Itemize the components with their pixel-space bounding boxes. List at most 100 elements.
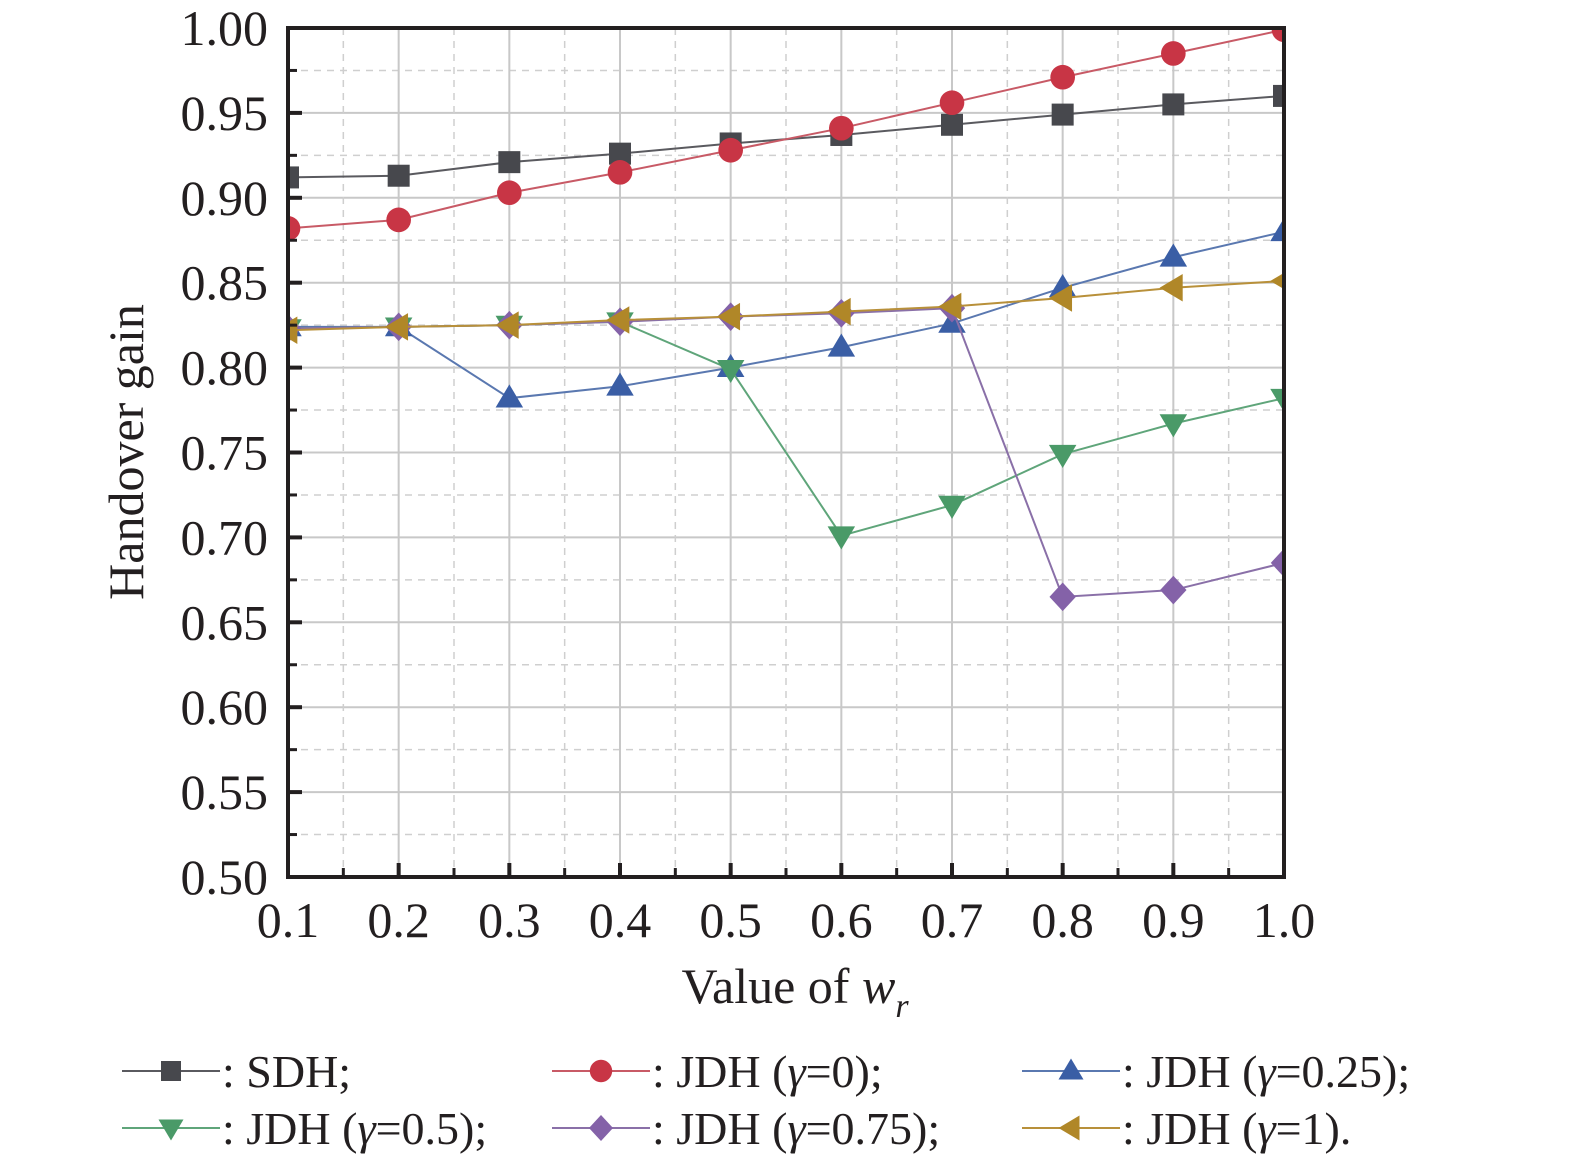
y-tick-label: 0.85	[181, 255, 269, 311]
data-point-jdh-0-25	[1270, 218, 1284, 242]
data-point-jdh-0-5	[1048, 444, 1077, 468]
legend-label-part: =0.75);	[806, 1103, 941, 1154]
legend-label-part: =0);	[806, 1046, 883, 1097]
legend-marker-triangle-left-icon	[1058, 1115, 1080, 1141]
data-point-jdh-0-75	[1160, 575, 1187, 605]
data-point-jdh-0-5	[1159, 414, 1188, 438]
legend-label: : JDH (γ=0);	[652, 1046, 883, 1097]
legend-marker-diamond-icon	[589, 1115, 613, 1141]
data-point-jdh-0-25	[827, 333, 856, 357]
legend-label-part: : JDH (	[1122, 1103, 1257, 1154]
legend-label-gamma: γ	[357, 1103, 377, 1154]
legend-label-part: : JDH (	[652, 1046, 787, 1097]
y-tick-label: 0.70	[181, 509, 269, 565]
data-point-sdh	[288, 166, 299, 189]
legend-item-jdh-0-25: : JDH (γ=0.25);	[1022, 1046, 1410, 1097]
y-axis-title: Handover gain	[98, 304, 154, 600]
data-point-jdh-0	[288, 216, 301, 241]
data-point-jdh-0-25	[1159, 243, 1188, 267]
data-point-sdh	[498, 151, 521, 174]
legend-label-part: =1).	[1276, 1103, 1352, 1154]
legend-label-part: : SDH;	[222, 1046, 351, 1097]
legend-item-jdh-0-5: : JDH (γ=0.5);	[122, 1103, 487, 1154]
data-point-sdh	[609, 142, 631, 165]
data-point-jdh-1	[1270, 272, 1284, 290]
legend-label: : SDH;	[222, 1046, 351, 1097]
legend-label-part: =0.5);	[376, 1103, 488, 1154]
y-tick-label: 0.50	[181, 849, 269, 905]
data-point-jdh-1	[827, 297, 851, 326]
data-point-jdh-0-5	[827, 526, 856, 550]
data-point-jdh-0	[1161, 41, 1186, 66]
y-tick-label: 0.95	[181, 85, 269, 141]
legend-label: : JDH (γ=0.5);	[222, 1103, 487, 1154]
legend-label-part: : JDH (	[652, 1103, 787, 1154]
data-point-jdh-0-75	[1049, 582, 1076, 612]
x-tick-label: 1.0	[1253, 892, 1316, 948]
series-jdh-0	[288, 28, 1284, 241]
legend-label-gamma: γ	[1257, 1103, 1277, 1154]
legend-item-jdh-0: : JDH (γ=0);	[552, 1046, 883, 1097]
data-point-jdh-1	[938, 292, 962, 321]
legend-marker-triangle-up-icon	[1058, 1058, 1084, 1080]
y-tick-label: 0.55	[181, 764, 269, 820]
x-tick-label: 0.6	[810, 892, 873, 948]
x-tick-labels: 0.1 0.2 0.3 0.4 0.5 0.6 0.7 0.8 0.9 1.0	[257, 892, 1316, 948]
data-point-sdh	[1051, 103, 1074, 126]
legend-item-sdh: : SDH;	[122, 1046, 351, 1097]
data-point-jdh-1	[384, 313, 409, 341]
legend-label: : JDH (γ=0.75);	[652, 1103, 940, 1154]
legend-label-part: =0.25);	[1276, 1046, 1411, 1097]
legend: : SDH;: JDH (γ=0);: JDH (γ=0.25);: JDH (…	[122, 1046, 1410, 1154]
data-point-jdh-0	[939, 90, 965, 116]
x-axis-title-prefix: Value of	[681, 958, 862, 1014]
data-point-jdh-1	[716, 302, 741, 331]
data-point-jdh-1	[288, 316, 298, 344]
y-tick-label: 0.80	[181, 340, 269, 396]
series-jdh-1	[288, 272, 1284, 344]
data-point-jdh-1	[606, 306, 630, 334]
legend-label-gamma: γ	[1257, 1046, 1277, 1097]
legend-item-jdh-0-75: : JDH (γ=0.75);	[552, 1103, 940, 1154]
legend-label: : JDH (γ=1).	[1122, 1103, 1351, 1154]
x-tick-label: 0.1	[257, 892, 320, 948]
data-point-jdh-0	[1050, 64, 1075, 90]
data-point-jdh-0-25	[495, 384, 524, 408]
series-line-jdh-0-25	[288, 230, 1284, 400]
data-point-jdh-0	[607, 160, 633, 185]
x-tick-label: 0.2	[367, 892, 430, 948]
data-point-jdh-0	[386, 207, 411, 233]
data-point-jdh-0	[829, 115, 854, 141]
x-tick-label: 0.3	[478, 892, 541, 948]
series-line-jdh-0	[288, 28, 1284, 230]
data-point-jdh-1	[1159, 274, 1183, 302]
x-tick-label: 0.4	[589, 892, 652, 948]
legend-label: : JDH (γ=0.25);	[1122, 1046, 1410, 1097]
x-tick-label: 0.7	[921, 892, 984, 948]
legend-label-part: : JDH (	[222, 1103, 357, 1154]
legend-marker-triangle-down-icon	[158, 1119, 184, 1141]
y-tick-label: 0.65	[181, 594, 269, 650]
x-tick-label: 0.5	[699, 892, 762, 948]
y-tick-label: 0.75	[181, 425, 269, 481]
legend-marker-circle-icon	[589, 1059, 613, 1083]
legend-item-jdh-1: : JDH (γ=1).	[1022, 1103, 1351, 1154]
y-tick-labels: 0.50 0.55 0.60 0.65 0.70 0.75 0.80 0.85 0.90 0.95…	[181, 0, 269, 905]
y-tick-label: 1.00	[181, 0, 269, 56]
legend-label-part: : JDH (	[1122, 1046, 1257, 1097]
data-point-jdh-0-5	[1270, 388, 1284, 412]
x-tick-label: 0.9	[1142, 892, 1205, 948]
data-point-jdh-0-5	[716, 359, 745, 384]
series-line-jdh-1	[288, 280, 1284, 332]
data-point-sdh	[1162, 93, 1185, 116]
y-tick-label: 0.90	[181, 170, 269, 226]
data-point-jdh-0-5	[938, 495, 966, 519]
legend-label-gamma: γ	[787, 1103, 807, 1154]
x-tick-label: 0.8	[1031, 892, 1094, 948]
data-point-sdh	[1273, 84, 1284, 107]
x-axis-title-variable: w	[862, 958, 895, 1014]
data-point-sdh	[941, 113, 963, 136]
data-point-jdh-0	[718, 137, 743, 163]
y-tick-label: 0.60	[181, 679, 269, 735]
